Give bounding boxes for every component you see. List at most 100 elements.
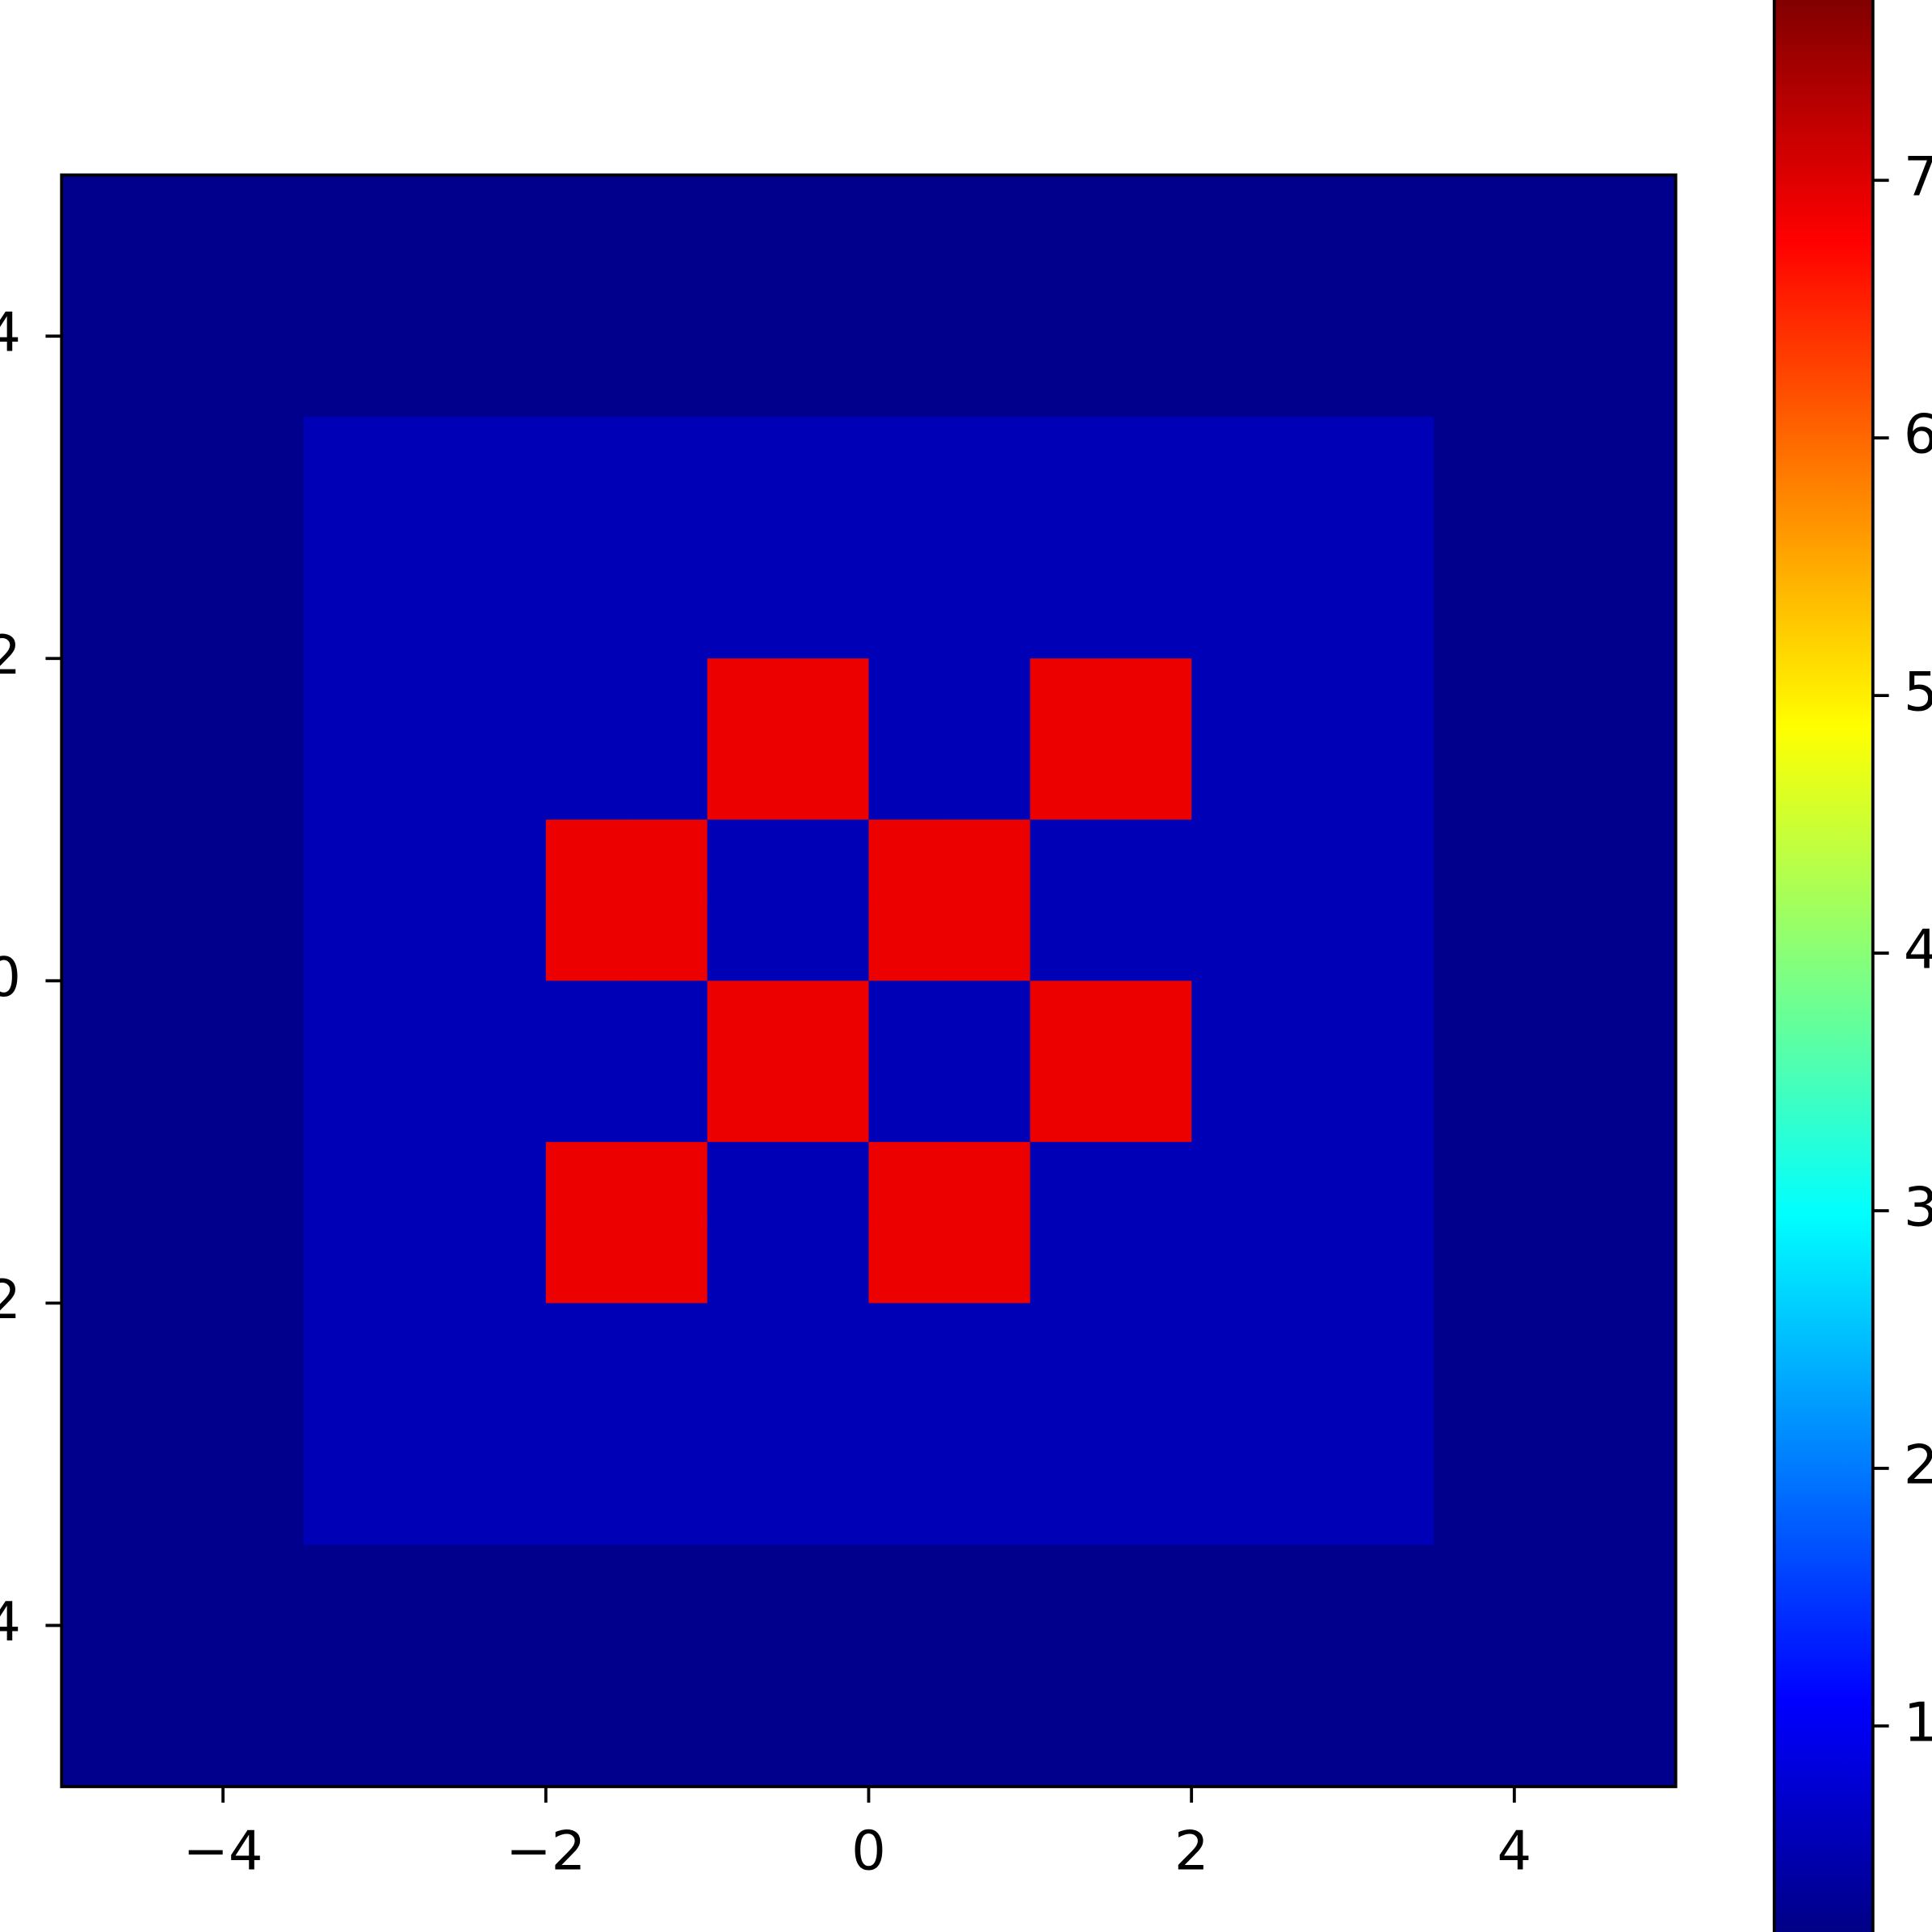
- heat-cell: [1111, 1464, 1193, 1546]
- heat-cell: [61, 658, 144, 740]
- heat-cell: [707, 1384, 789, 1465]
- heat-cell: [1433, 416, 1515, 498]
- heat-cell: [1433, 1222, 1515, 1304]
- heat-cell: [464, 1544, 547, 1627]
- heat-cell: [61, 1384, 144, 1465]
- heat-cell: [1514, 739, 1596, 821]
- heat-cell: [1111, 497, 1193, 579]
- heat-cell: [626, 658, 708, 740]
- heat-cell: [1594, 1303, 1677, 1385]
- heat-cell: [1353, 1464, 1434, 1546]
- heat-cell: [1030, 578, 1112, 660]
- heat-cell: [1514, 900, 1596, 982]
- heat-cell: [142, 497, 225, 579]
- heat-cell: [707, 1464, 789, 1546]
- heat-cell: [1353, 174, 1434, 257]
- heat-cell: [1191, 497, 1274, 579]
- heat-cell: [545, 1222, 628, 1304]
- heat-cell: [868, 1384, 951, 1465]
- x-tick-label: 2: [1174, 1819, 1209, 1882]
- heat-cell: [868, 1061, 951, 1143]
- heat-cell: [949, 819, 1031, 901]
- heat-cell: [1594, 416, 1677, 498]
- heat-cell: [464, 1706, 547, 1787]
- heat-cell: [1030, 1625, 1112, 1707]
- heat-cell: [1191, 336, 1274, 418]
- y-tick-label: 4: [0, 301, 21, 364]
- heat-cell: [384, 1464, 466, 1546]
- heat-cell: [1594, 497, 1677, 579]
- heat-cell: [1272, 578, 1354, 660]
- heat-cell: [304, 658, 385, 740]
- heat-cell: [61, 174, 144, 257]
- heat-cell: [1191, 1384, 1274, 1465]
- heat-cell: [1353, 1222, 1434, 1304]
- heat-cell: [304, 1544, 385, 1627]
- heat-cell: [61, 1625, 144, 1707]
- heat-cell: [142, 1303, 225, 1385]
- heat-cell: [868, 1222, 951, 1304]
- heat-cell: [868, 900, 951, 982]
- heat-cell: [949, 739, 1031, 821]
- heat-cell: [788, 416, 870, 498]
- heat-cell: [223, 1061, 304, 1143]
- heat-cell: [384, 1303, 466, 1385]
- heat-cell: [707, 1141, 789, 1224]
- heat-cell: [788, 658, 870, 740]
- heat-cell: [1594, 900, 1677, 982]
- heat-cell: [707, 416, 789, 498]
- heat-cell: [1111, 1303, 1193, 1385]
- heat-cell: [788, 1141, 870, 1224]
- heat-cell: [1353, 819, 1434, 901]
- heat-cell: [1030, 981, 1112, 1062]
- heat-cell: [1433, 1141, 1515, 1224]
- heat-cell: [1272, 497, 1354, 579]
- heat-cell: [223, 1303, 304, 1385]
- heat-cell: [61, 1061, 144, 1143]
- heat-cell: [384, 174, 466, 257]
- heat-cell: [1191, 1303, 1274, 1385]
- heat-cell: [707, 658, 789, 740]
- heat-cell: [707, 336, 789, 418]
- heat-cell: [788, 174, 870, 257]
- heat-cell: [1594, 1706, 1677, 1787]
- heat-cell: [1030, 1544, 1112, 1627]
- heat-cell: [949, 1625, 1031, 1707]
- heat-cell: [304, 1303, 385, 1385]
- heat-cell: [626, 174, 708, 257]
- heat-cell: [1030, 336, 1112, 418]
- heat-cell: [1514, 1625, 1596, 1707]
- heat-cell: [1433, 1061, 1515, 1143]
- heat-cell: [384, 1706, 466, 1787]
- heat-cell: [61, 900, 144, 982]
- heat-cell: [464, 416, 547, 498]
- heat-cell: [1594, 336, 1677, 418]
- heat-cell: [868, 1303, 951, 1385]
- heat-cell: [1030, 255, 1112, 338]
- heat-cell: [868, 174, 951, 257]
- x-tick-label: 4: [1497, 1819, 1532, 1882]
- heat-cell: [61, 1464, 144, 1546]
- heat-cell: [626, 1303, 708, 1385]
- heat-cell: [707, 1303, 789, 1385]
- heat-cell: [1594, 1061, 1677, 1143]
- heat-cell: [1514, 416, 1596, 498]
- heat-cell: [1191, 1061, 1274, 1143]
- heat-cell: [1111, 819, 1193, 901]
- heat-cell: [545, 578, 628, 660]
- heat-cell: [949, 1141, 1031, 1224]
- heat-cell: [788, 819, 870, 901]
- heat-cell: [1272, 416, 1354, 498]
- heat-cell: [1514, 1464, 1596, 1546]
- heat-cell: [1433, 1544, 1515, 1627]
- heat-cell: [1191, 900, 1274, 982]
- heat-cell: [1433, 1384, 1515, 1465]
- heat-cell: [788, 900, 870, 982]
- heat-cell: [1030, 416, 1112, 498]
- heat-cell: [1272, 981, 1354, 1062]
- heat-cell: [626, 1625, 708, 1707]
- heat-cell: [1272, 1141, 1354, 1224]
- heat-cell: [788, 1303, 870, 1385]
- heat-cell: [61, 739, 144, 821]
